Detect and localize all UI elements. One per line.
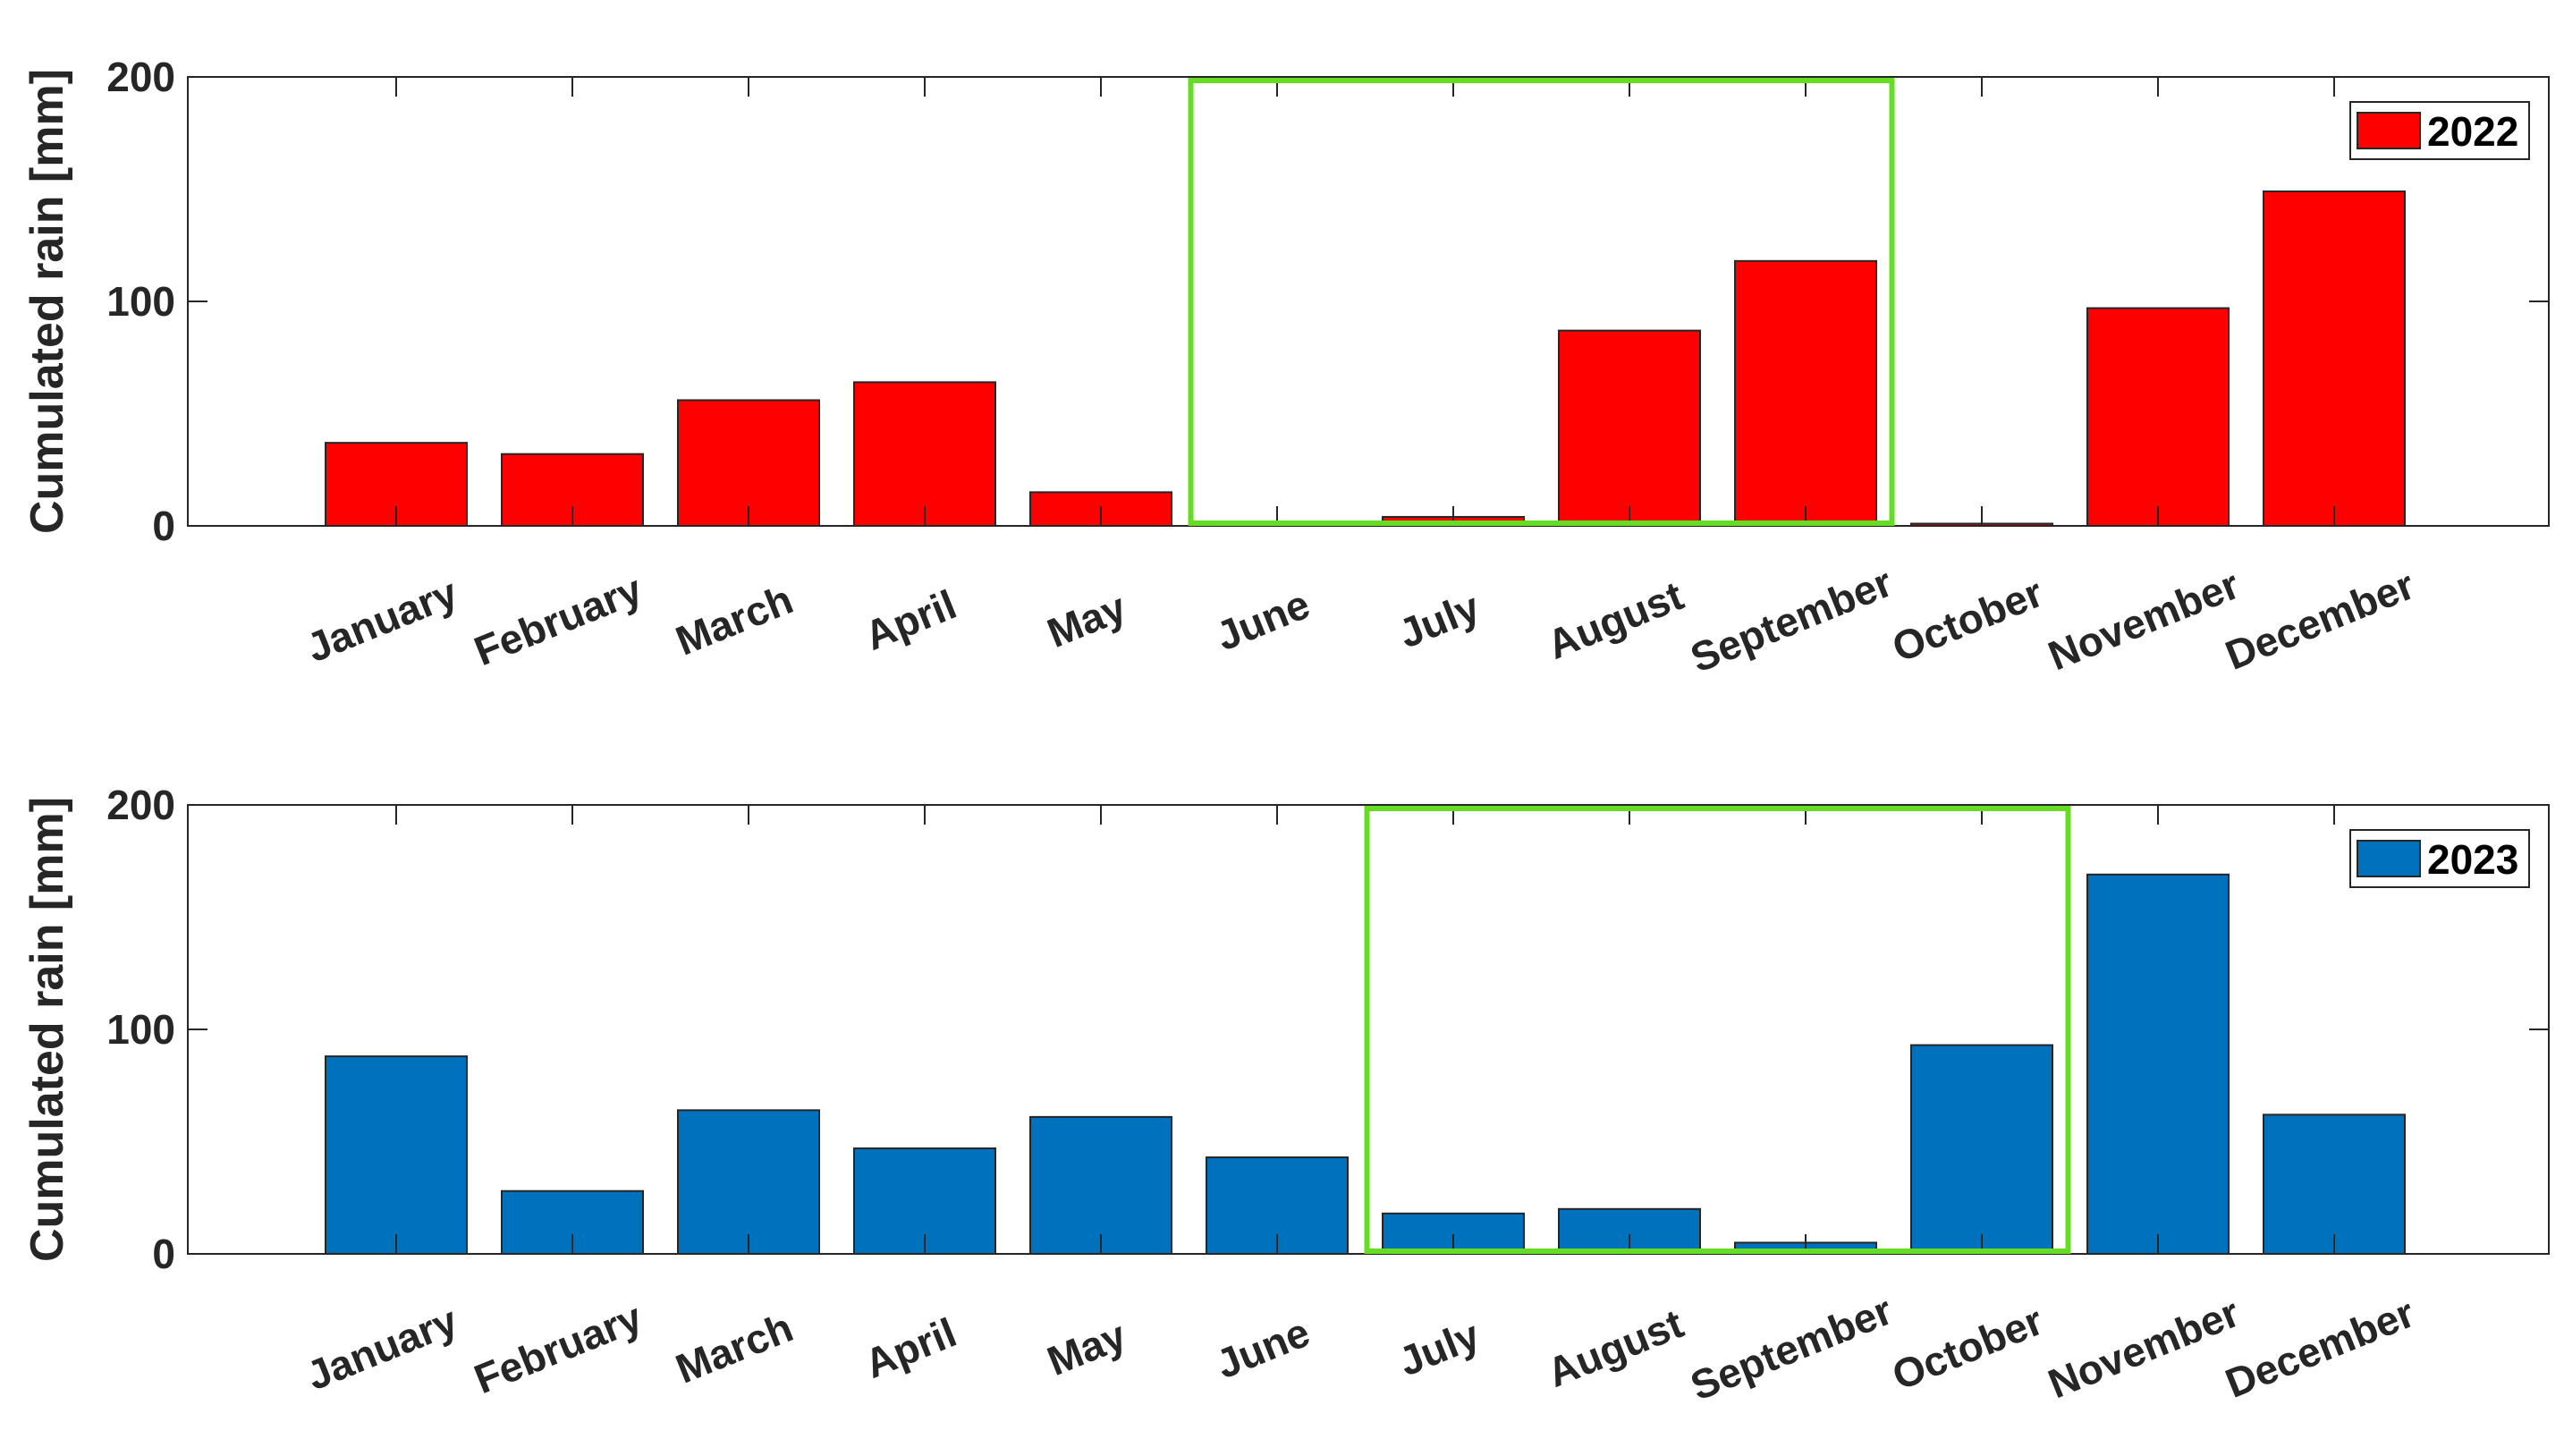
bar-march — [677, 1109, 820, 1255]
x-tick-label-august: August — [1541, 571, 1689, 668]
x-tick-label-march: March — [669, 1304, 799, 1393]
chart-panel-1: 0 100 200 Cumulated rain [mm] January Februar… — [21, 54, 2550, 681]
y-tick-label: 200 — [106, 54, 175, 100]
y-tick-label: 0 — [152, 1231, 175, 1277]
x-tick-label-may: May — [1041, 583, 1133, 656]
x-tick-label-november: November — [2042, 1289, 2246, 1408]
bar-october — [1910, 1044, 2053, 1255]
x-tick-label-may: May — [1041, 1311, 1133, 1384]
bar-april — [853, 381, 996, 527]
y-axis-label: Cumulated rain [mm] — [21, 797, 73, 1262]
bar-november — [2086, 873, 2230, 1255]
highlight-box — [1188, 78, 1895, 526]
x-tick-label-october: October — [1886, 569, 2050, 671]
bar-august — [1558, 329, 1701, 527]
x-tick-label-june: June — [1209, 1308, 1316, 1387]
x-tick-label-february: February — [468, 1293, 648, 1402]
bar-december — [2263, 190, 2406, 527]
x-tick-label-april: April — [859, 580, 963, 658]
x-tick-label-july: July — [1392, 583, 1486, 657]
legend-swatch — [2357, 840, 2421, 877]
legend-label: 2023 — [2427, 836, 2518, 883]
legend-swatch — [2357, 112, 2421, 149]
x-tick-label-november: November — [2042, 561, 2246, 680]
y-axis-label: Cumulated rain [mm] — [21, 69, 73, 534]
x-tick-label-january: January — [300, 569, 463, 671]
x-tick-label-august: August — [1541, 1299, 1689, 1396]
legend: 2022 — [2349, 101, 2530, 160]
bar-november — [2086, 307, 2230, 527]
bar-may — [1029, 1115, 1172, 1256]
legend: 2023 — [2349, 829, 2530, 888]
bar-january — [325, 1055, 468, 1255]
x-tick-label-october: October — [1886, 1297, 2050, 1399]
x-tick-label-june: June — [1209, 580, 1316, 659]
x-tick-label-march: March — [669, 576, 799, 665]
y-tick-label: 200 — [106, 782, 175, 828]
y-tick-label: 0 — [152, 503, 175, 549]
bar-march — [677, 399, 820, 527]
x-tick-label-january: January — [300, 1297, 463, 1399]
bar-december — [2263, 1113, 2406, 1255]
highlight-box — [1364, 806, 2071, 1254]
x-tick-label-september: September — [1684, 1286, 1899, 1409]
x-tick-label-april: April — [859, 1308, 963, 1386]
y-tick-label: 100 — [106, 278, 175, 325]
bar-september — [1734, 259, 1877, 527]
x-tick-label-february: February — [468, 565, 648, 674]
x-tick-label-september: September — [1684, 558, 1899, 681]
x-tick-label-july: July — [1392, 1311, 1486, 1385]
chart-panel-2: 0 100 200 Cumulated rain [mm] January Februar… — [21, 782, 2550, 1409]
legend-label: 2022 — [2427, 108, 2518, 155]
x-tick-label-december: December — [2219, 1289, 2421, 1407]
x-tick-label-december: December — [2219, 561, 2421, 679]
y-tick-label: 100 — [106, 1006, 175, 1053]
